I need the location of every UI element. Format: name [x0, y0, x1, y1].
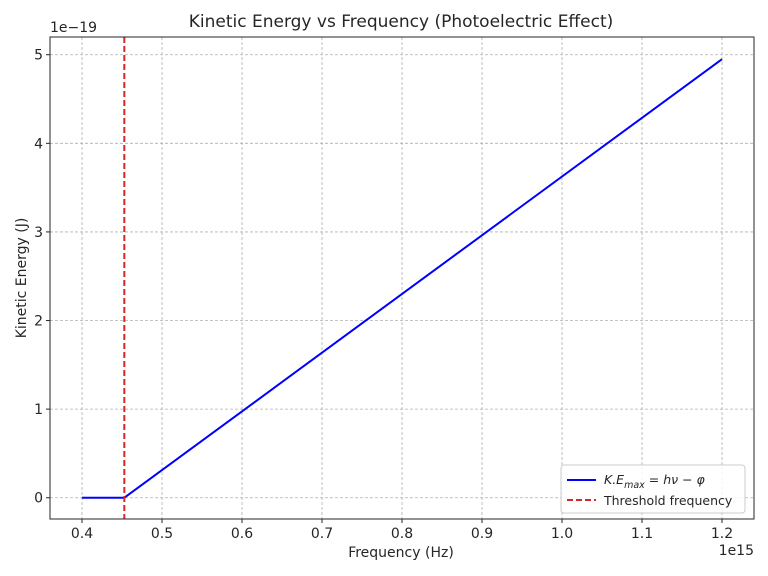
legend-label-ke-rest: = hν − φ: [645, 472, 706, 487]
x-tick-label: 1.1: [631, 526, 653, 542]
legend-label-ke-sub: max: [624, 480, 645, 491]
chart-title: Kinetic Energy vs Frequency (Photoelectr…: [189, 12, 614, 32]
x-tick-label: 1.0: [551, 526, 573, 542]
y-offset-text: 1e−19: [50, 20, 97, 36]
x-axis-label: Frequency (Hz): [348, 545, 454, 561]
y-tick-label: 1: [34, 402, 43, 418]
axis-ticks: 0.4 0.5 0.6 0.7 0.8 0.9 1.0 1.1 1.2 0 1 2 3 4 5: [34, 48, 733, 542]
x-tick-label: 1.2: [711, 526, 733, 542]
legend-label-ke-main: K.E: [604, 472, 624, 487]
x-tick-label: 0.4: [71, 526, 93, 542]
plot-frame: [49, 36, 755, 520]
y-tick-label: 3: [34, 225, 43, 241]
x-offset-text: 1e15: [719, 543, 754, 559]
y-tick-label: 5: [34, 48, 43, 64]
y-tick-label: 0: [34, 491, 43, 507]
x-tick-label: 0.7: [311, 526, 333, 542]
grid: [50, 37, 754, 519]
series-layer: [82, 37, 723, 519]
y-tick-label: 2: [34, 314, 43, 330]
legend-label-threshold: Threshold frequency: [603, 493, 733, 508]
x-tick-label: 0.5: [151, 526, 173, 542]
y-axis-label: Kinetic Energy (J): [14, 218, 30, 339]
legend: K.Emax = hν − φ Threshold frequency: [560, 464, 746, 514]
legend-label-ke: K.Emax = hν − φ: [604, 472, 706, 491]
y-tick-label: 4: [34, 136, 43, 152]
x-tick-label: 0.9: [471, 526, 493, 542]
x-tick-label: 0.6: [231, 526, 253, 542]
x-tick-label: 0.8: [391, 526, 413, 542]
legend-box: [560, 464, 746, 514]
